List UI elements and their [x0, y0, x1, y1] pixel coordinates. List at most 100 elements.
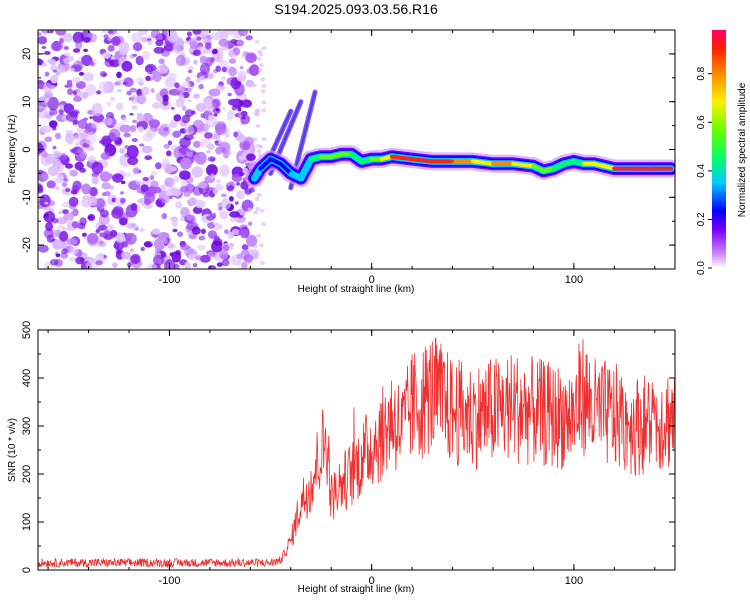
noise-speck — [54, 65, 66, 74]
noise-speck — [192, 263, 198, 268]
noise-speck — [72, 31, 85, 44]
noise-speck — [145, 65, 154, 73]
noise-speck — [131, 32, 143, 44]
noise-speck — [255, 206, 261, 211]
noise-speck — [81, 183, 92, 195]
noise-speck — [247, 207, 252, 213]
noise-speck — [42, 62, 47, 67]
noise-speck — [234, 201, 239, 205]
noise-speck — [175, 201, 183, 209]
noise-speck — [220, 193, 227, 198]
noise-speck — [184, 124, 194, 136]
noise-speck — [162, 238, 168, 245]
noise-speck — [137, 199, 143, 203]
noise-speck — [85, 84, 97, 96]
spectrogram-y-ticks: -20 -10 0 10 20 — [21, 29, 675, 270]
noise-speck — [249, 187, 255, 193]
noise-speck — [95, 260, 103, 266]
noise-speck — [158, 123, 171, 137]
noise-speck — [91, 176, 99, 185]
noise-speck — [164, 77, 176, 88]
noise-speck — [207, 114, 214, 121]
x-tick-label: -100 — [158, 274, 180, 286]
noise-speck — [38, 36, 47, 45]
noise-speck — [161, 213, 167, 220]
noise-speck — [176, 231, 184, 237]
noise-speck — [107, 45, 115, 52]
noise-speck — [69, 169, 79, 177]
noise-speck — [135, 179, 141, 186]
noise-speck — [72, 76, 81, 84]
noise-speck — [236, 134, 247, 143]
noise-speck — [260, 260, 265, 265]
noise-speck — [103, 34, 109, 39]
noise-speck — [234, 82, 245, 96]
noise-speck — [168, 123, 173, 127]
noise-speck — [259, 208, 265, 213]
x-tick-label: -100 — [158, 575, 180, 587]
noise-speck — [142, 133, 153, 142]
noise-speck — [155, 162, 162, 170]
noise-speck — [193, 140, 201, 148]
noise-speck — [209, 173, 216, 180]
noise-speck — [231, 228, 240, 236]
noise-speck — [121, 251, 131, 260]
y-tick-label: 0 — [21, 567, 33, 573]
noise-speck — [46, 234, 55, 243]
noise-speck — [136, 113, 145, 122]
noise-speck — [121, 60, 133, 72]
noise-speck — [167, 140, 173, 146]
noise-speck — [172, 130, 182, 138]
noise-speck — [231, 173, 243, 183]
noise-speck — [164, 177, 175, 188]
noise-speck — [44, 201, 49, 205]
spectrogram-x-label: Height of straight line (km) — [298, 284, 415, 295]
x-tick-label: 0 — [369, 274, 375, 286]
noise-speck — [222, 106, 227, 111]
noise-speck — [196, 36, 202, 41]
noise-speck — [212, 222, 219, 226]
noise-speck — [38, 142, 44, 155]
noise-speck — [47, 96, 59, 111]
noise-speck — [172, 228, 178, 233]
noise-speck — [210, 157, 215, 162]
noise-speck — [48, 120, 58, 128]
noise-speck — [184, 40, 189, 45]
noise-speck — [49, 112, 55, 116]
noise-speck — [121, 241, 129, 248]
noise-speck — [206, 164, 218, 177]
noise-speck — [212, 98, 221, 109]
y-tick-label: 400 — [21, 369, 33, 387]
noise-speck — [238, 172, 245, 177]
noise-speck — [119, 124, 132, 133]
noise-speck — [193, 59, 198, 65]
noise-speck — [72, 119, 79, 125]
noise-speck — [116, 89, 122, 93]
noise-speck — [255, 123, 261, 128]
noise-speck — [211, 48, 218, 55]
noise-speck — [208, 265, 216, 269]
noise-speck — [206, 215, 215, 221]
noise-speck — [192, 93, 200, 99]
noise-speck — [227, 98, 239, 106]
colorbar: 0.0 0.2 0.4 0.6 0.8 Normalized spectral ampl… — [696, 30, 748, 275]
noise-speck — [257, 49, 263, 54]
noise-speck — [175, 54, 186, 66]
noise-speck — [78, 72, 85, 76]
noise-speck — [256, 149, 262, 153]
snr-x-ticks: -100 0 100 — [47, 330, 656, 587]
noise-speck — [90, 61, 95, 67]
noise-speck — [212, 133, 220, 140]
noise-speck — [158, 58, 165, 65]
noise-speck — [152, 71, 162, 82]
noise-speck — [73, 96, 82, 102]
noise-speck — [129, 112, 134, 116]
noise-speck — [52, 145, 57, 150]
noise-speck — [146, 263, 158, 269]
noise-speck — [179, 137, 191, 148]
noise-speck — [258, 144, 264, 149]
noise-speck — [89, 116, 94, 119]
noise-speck — [185, 109, 194, 118]
noise-speck — [147, 39, 154, 46]
noise-speck — [119, 147, 125, 154]
